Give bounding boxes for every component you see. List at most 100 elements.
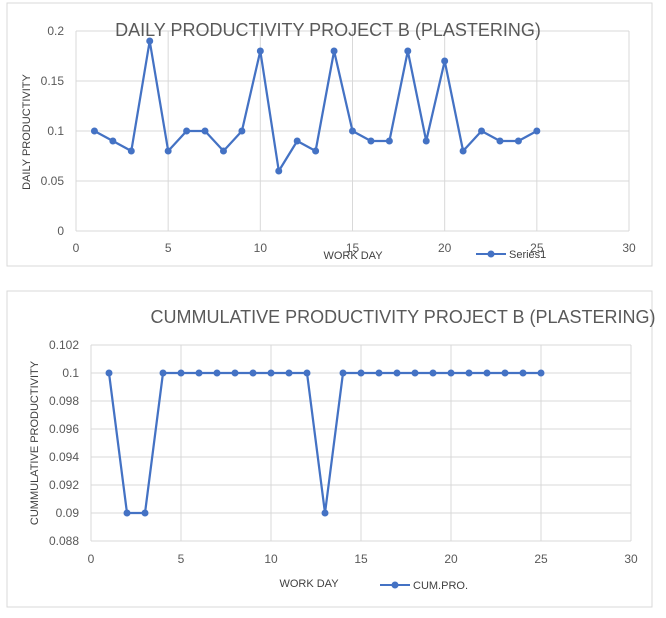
legend: Series1 [476,249,546,261]
chart-frame [6,2,653,267]
x-tick-label: 20 [438,241,452,255]
y-tick-label: 0.1 [47,124,64,138]
data-point [164,147,172,155]
data-point [519,369,527,377]
x-tick-label: 10 [264,552,278,566]
data-point [321,509,329,517]
data-point [349,127,356,135]
data-point [441,57,449,65]
x-tick-label: 25 [530,241,544,255]
x-tick-label: 15 [346,241,360,255]
data-point [256,47,264,55]
y-tick-label: 0.098 [49,394,79,408]
data-point [146,37,154,45]
chart-title: DAILY PRODUCTIVITY PROJECT B (PLASTERING… [115,20,541,40]
x-tick-label: 10 [254,241,268,255]
y-tick-label: 0.2 [47,24,64,38]
data-point [357,369,365,377]
legend-label: Series1 [509,249,546,261]
x-axis-label: WORK DAY [323,250,383,262]
cumulative-productivity-chart: 0.088 0.09 0.092 0.094 0.096 0.098 0.1 0.102 0 5… [6,290,656,608]
x-tick-label: 30 [624,552,638,566]
series-line-group [90,37,541,175]
data-point [501,369,509,377]
data-point [177,369,185,377]
data-point [404,47,412,55]
legend: CUM.PRO. [380,580,468,592]
data-point [249,369,257,377]
data-point [429,369,437,377]
x-tick-label: 5 [178,552,185,566]
data-point [537,369,545,377]
chart-title: CUMMULATIVE PRODUCTIVITY PROJECT B (PLAS… [150,307,655,327]
data-point [422,137,430,145]
data-point [231,369,239,377]
y-tick-label: 0.092 [49,478,79,492]
legend-marker-swatch [487,250,495,258]
y-tick-label: 0.096 [49,422,79,436]
data-point [330,47,338,55]
data-point [533,127,541,135]
data-point [159,369,167,377]
data-point [275,167,283,175]
data-point [285,369,293,377]
y-tick-label: 0.09 [56,506,80,520]
data-point [514,137,522,145]
data-point [339,369,347,377]
data-point [459,147,467,155]
x-tick-label: 5 [165,241,172,255]
y-tick-labels: 0.088 0.09 0.092 0.094 0.096 0.098 0.1 0.102 [49,338,79,548]
data-point [105,369,113,377]
y-tick-label: 0.094 [49,450,79,464]
y-tick-label: 0.1 [62,366,79,380]
data-point [465,369,473,377]
x-tick-label: 25 [534,552,548,566]
data-point [375,369,383,377]
data-point [195,369,203,377]
legend-label: CUM.PRO. [413,580,468,592]
y-tick-label: 0 [57,224,64,238]
data-point [219,147,227,155]
data-point [90,127,98,135]
y-axis-label: CUMMULATIVE PRODUCTIVITY [29,360,41,525]
y-tick-label: 0.05 [41,174,65,188]
data-point [123,509,131,517]
data-point [447,369,455,377]
series-line-group [105,369,545,517]
x-tick-label: 30 [622,241,636,255]
daily-productivity-chart: 0 0.05 0.1 0.15 0.2 0 5 10 15 20 25 30 DAILY PRODU… [6,2,653,267]
data-point [267,369,275,377]
data-point [183,127,191,135]
x-tick-label: 0 [88,552,95,566]
gridlines [75,30,630,232]
data-point [141,509,149,517]
data-point [385,137,393,145]
y-tick-label: 0.102 [49,338,79,352]
y-tick-label: 0.088 [49,534,79,548]
x-tick-labels: 0 5 10 15 20 25 30 [73,241,636,255]
x-tick-label: 20 [444,552,458,566]
data-point [478,127,486,135]
data-point [109,137,117,145]
x-tick-label: 0 [73,241,80,255]
data-point [127,147,135,155]
data-point [393,369,401,377]
data-point [496,137,504,145]
legend-marker-swatch [391,581,399,589]
x-tick-labels: 0 5 10 15 20 25 30 [88,552,638,566]
y-axis-label: DAILY PRODUCTIVITY [21,73,33,189]
x-tick-label: 15 [354,552,368,566]
data-point [201,127,209,135]
y-tick-label: 0.15 [41,74,65,88]
data-point [312,147,320,155]
x-axis-label: WORK DAY [279,578,339,590]
data-point [213,369,221,377]
data-point [367,137,375,145]
data-point [483,369,491,377]
y-tick-labels: 0 0.05 0.1 0.15 0.2 [41,24,65,238]
data-point [411,369,419,377]
data-point [303,369,311,377]
data-point [293,137,301,145]
data-point [238,127,246,135]
